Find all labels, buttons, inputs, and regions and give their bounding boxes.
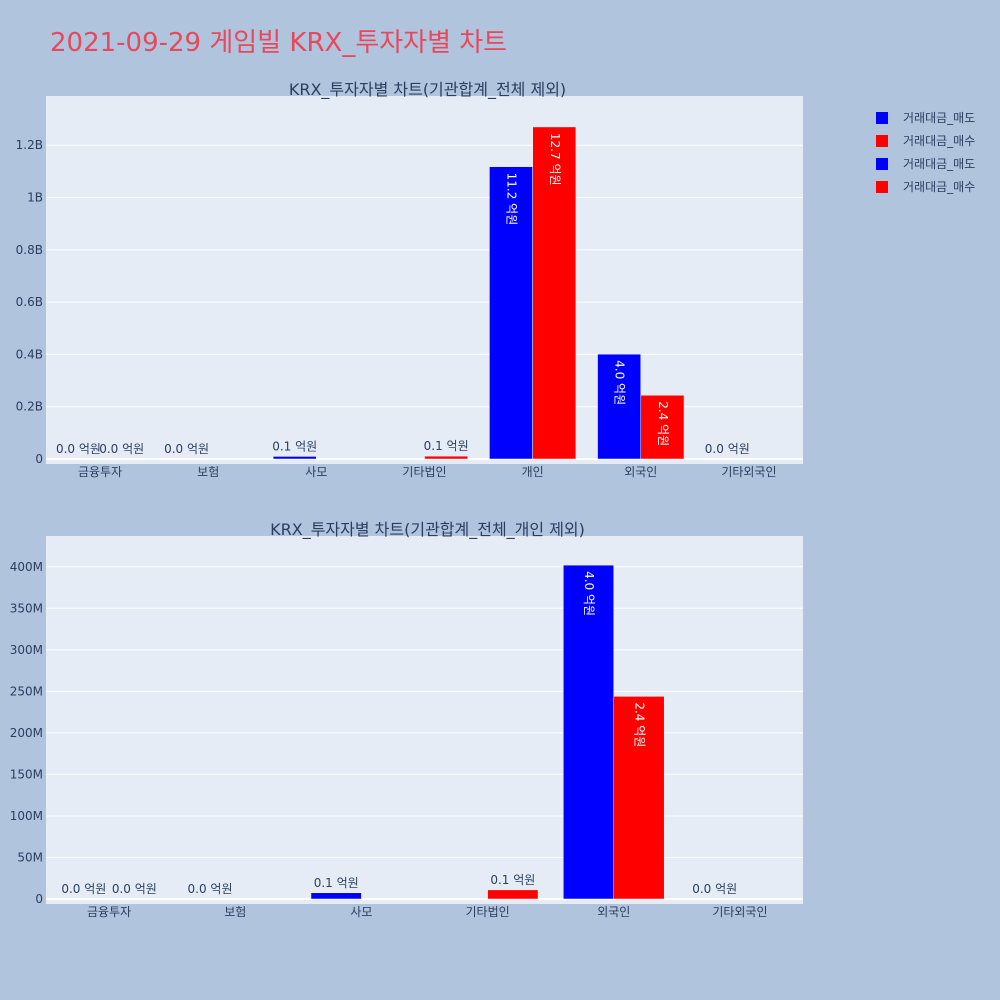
y-tick-label: 400M: [10, 560, 43, 574]
y-tick-label: 0: [35, 892, 43, 906]
bar-sell: [489, 166, 533, 460]
x-tick-label: 외국인: [624, 465, 657, 479]
bar-buy: [532, 126, 577, 460]
y-tick-label: 0.8B: [16, 243, 43, 257]
legend-item[interactable]: 거래대금_매수: [876, 175, 975, 198]
data-label: 0.0 억원: [188, 882, 233, 896]
legend-item[interactable]: 거래대금_매도: [876, 106, 975, 129]
y-tick-label: 150M: [10, 767, 43, 781]
data-label: 0.1 억원: [424, 439, 469, 453]
legend-label: 거래대금_매도: [903, 111, 976, 125]
y-tick-label: 250M: [10, 684, 43, 698]
legend-swatch-sell: [876, 157, 888, 170]
legend-label: 거래대금_매수: [903, 180, 976, 194]
y-tick-label: 300M: [10, 643, 43, 657]
y-tick-label: 0.6B: [16, 295, 43, 309]
data-label: 0.0 억원: [61, 882, 106, 896]
bar-buy: [487, 889, 539, 900]
x-tick-label: 외국인: [597, 905, 630, 919]
x-tick-label: 금융투자: [78, 465, 122, 479]
data-label: 0.1 억원: [314, 876, 359, 890]
data-label: 0.0 억원: [56, 442, 101, 456]
bar-sell: [272, 456, 317, 460]
data-label: 0.0 억원: [164, 442, 209, 456]
data-label: 2.4 억원: [632, 702, 646, 747]
legend-swatch-sell: [876, 111, 888, 124]
x-tick-label: 기타법인: [465, 905, 509, 919]
legend-swatch-buy: [876, 134, 888, 147]
data-label: 0.0 억원: [692, 882, 737, 896]
legend-swatch-buy: [876, 180, 888, 193]
y-tick-label: 0.2B: [16, 400, 43, 414]
y-tick-label: 1B: [27, 191, 43, 205]
y-tick-label: 200M: [10, 726, 43, 740]
legend-item[interactable]: 거래대금_매수: [876, 129, 975, 152]
x-tick-label: 기타법인: [402, 465, 446, 479]
legend-item[interactable]: 거래대금_매도: [876, 152, 975, 175]
bar-buy: [613, 696, 665, 900]
data-label: 0.0 억원: [112, 882, 157, 896]
bar-sell: [310, 892, 362, 900]
data-label: 4.0 억원: [613, 360, 627, 405]
plot-area: [46, 96, 803, 464]
x-tick-label: 금융투자: [87, 905, 131, 919]
x-tick-label: 사모: [350, 905, 372, 919]
data-label: 0.1 억원: [272, 439, 317, 453]
x-tick-label: 기타외국인: [721, 465, 776, 479]
bar-sell: [597, 353, 642, 460]
bar-buy: [640, 394, 685, 460]
plot-area: [46, 536, 803, 904]
bar-sell: [563, 564, 614, 900]
bar-buy: [424, 455, 469, 460]
y-tick-label: 0: [35, 452, 43, 466]
chart-title: KRX_투자자별 차트(기관합계_전체_개인 제외): [270, 520, 585, 540]
chart-title: KRX_투자자별 차트(기관합계_전체 제외): [289, 80, 566, 100]
data-label: 0.1 억원: [490, 873, 535, 887]
y-tick-label: 350M: [10, 601, 43, 615]
legend-label: 거래대금_매도: [903, 157, 976, 171]
y-tick-label: 100M: [10, 809, 43, 823]
data-label: 0.0 억원: [99, 442, 144, 456]
data-label: 2.4 억원: [656, 401, 670, 446]
data-label: 0.0 억원: [705, 442, 750, 456]
x-tick-label: 보험: [224, 905, 246, 919]
x-tick-label: 사모: [305, 465, 327, 479]
data-label: 11.2 억원: [505, 173, 519, 226]
x-tick-label: 기타외국인: [712, 905, 767, 919]
x-tick-label: 보험: [197, 465, 219, 479]
data-label: 4.0 억원: [582, 571, 596, 616]
x-tick-label: 개인: [522, 465, 544, 479]
y-tick-label: 0.4B: [16, 347, 43, 361]
legend: 거래대금_매도 거래대금_매수 거래대금_매도 거래대금_매수: [876, 106, 975, 198]
page-title: 2021-09-29 게임빌 KRX_투자자별 차트: [50, 28, 508, 58]
legend-label: 거래대금_매수: [903, 134, 976, 148]
y-tick-label: 50M: [17, 850, 43, 864]
data-label: 12.7 억원: [548, 133, 562, 186]
y-tick-label: 1.2B: [16, 138, 43, 152]
